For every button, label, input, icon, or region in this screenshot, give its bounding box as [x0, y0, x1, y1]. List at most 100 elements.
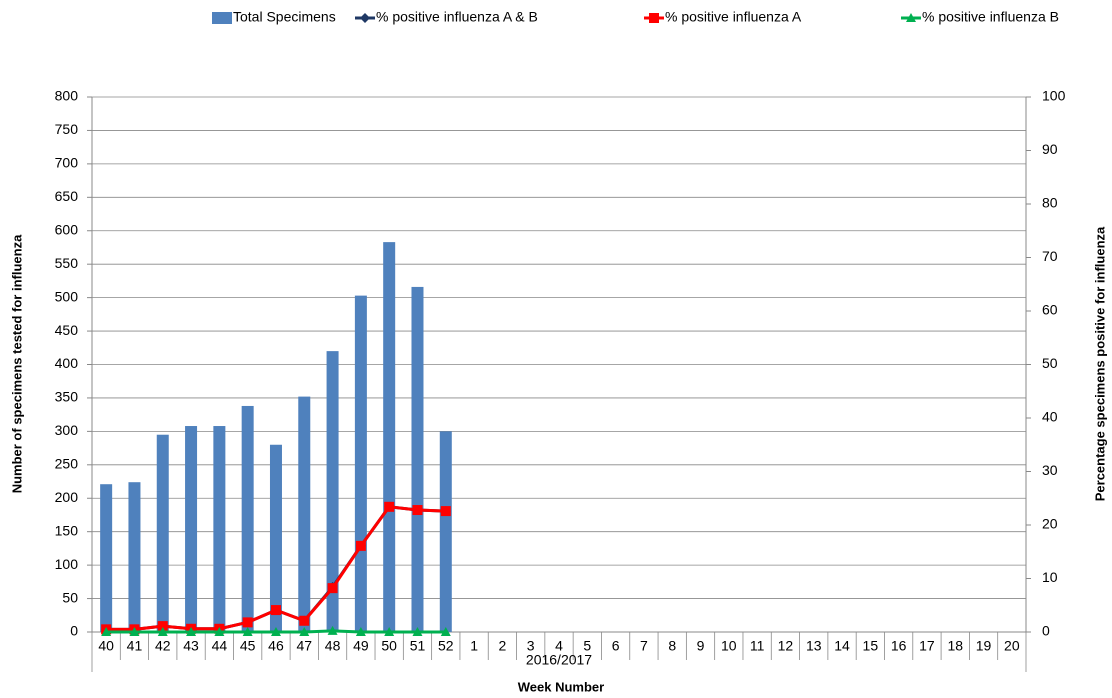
- bar: [326, 351, 339, 632]
- x-tick-label: 3: [527, 638, 535, 654]
- y2-tick-label: 10: [1042, 569, 1058, 585]
- y-tick-label: 50: [62, 589, 78, 605]
- legend-label: % positive influenza B: [922, 9, 1059, 25]
- y-tick-label: 150: [55, 522, 79, 538]
- x-tick-label: 43: [183, 638, 199, 654]
- y-tick-label: 550: [55, 255, 79, 271]
- x-tick-label: 40: [98, 638, 114, 654]
- x-tick-label: 17: [919, 638, 935, 654]
- legend-marker: [649, 13, 659, 23]
- x-tick-label: 9: [697, 638, 705, 654]
- marker: [214, 627, 225, 636]
- y-tick-label: 650: [55, 188, 79, 204]
- y-tick-label: 200: [55, 489, 79, 505]
- y-tick-label: 800: [55, 88, 79, 104]
- bar: [269, 444, 282, 632]
- marker: [270, 605, 281, 616]
- x-tick-label: 49: [353, 638, 369, 654]
- bar: [128, 482, 141, 632]
- marker: [299, 627, 310, 636]
- y2-tick-label: 60: [1042, 302, 1058, 318]
- y-tick-label: 600: [55, 221, 79, 237]
- x-tick-label: 1: [470, 638, 478, 654]
- y2-tick-label: 90: [1042, 141, 1058, 157]
- x-tick-label: 50: [381, 638, 397, 654]
- x-tick-label: 13: [806, 638, 822, 654]
- y2-tick-label: 80: [1042, 195, 1058, 211]
- category-group-label: 2016/2017: [526, 652, 592, 668]
- y-tick-label: 500: [55, 288, 79, 304]
- y-tick-label: 400: [55, 355, 79, 371]
- x-tick-label: 46: [268, 638, 284, 654]
- x-tick-label: 16: [891, 638, 907, 654]
- marker: [355, 627, 366, 636]
- x-tick-label: 45: [240, 638, 256, 654]
- x-tick-label: 52: [438, 638, 454, 654]
- bar: [241, 405, 254, 632]
- marker: [355, 540, 366, 551]
- x-tick-label: 18: [947, 638, 963, 654]
- x-tick-label: 4: [555, 638, 563, 654]
- x-tick-label: 19: [976, 638, 992, 654]
- x-tick-label: 11: [750, 638, 765, 654]
- y-tick-label: 700: [55, 155, 79, 171]
- marker: [242, 617, 253, 628]
- y2-tick-label: 0: [1042, 623, 1050, 639]
- marker: [157, 621, 168, 632]
- legend-label: % positive influenza A: [665, 9, 802, 25]
- y2-tick-label: 20: [1042, 516, 1058, 532]
- y2-tick-label: 50: [1042, 355, 1058, 371]
- x-tick-label: 12: [778, 638, 794, 654]
- marker: [299, 615, 310, 626]
- bar: [185, 426, 198, 632]
- marker: [186, 627, 197, 636]
- x-tick-label: 51: [410, 638, 426, 654]
- bar: [298, 396, 311, 632]
- y-tick-label: 100: [55, 556, 79, 572]
- legend-marker: [360, 13, 370, 23]
- x-tick-label: 6: [612, 638, 620, 654]
- legend-marker: [906, 13, 916, 22]
- x-tick-label: 5: [583, 638, 591, 654]
- x-tick-label: 7: [640, 638, 648, 654]
- x-tick-label: 48: [325, 638, 341, 654]
- x-tick-label: 10: [721, 638, 737, 654]
- y2-tick-label: 30: [1042, 462, 1058, 478]
- marker: [101, 627, 112, 636]
- x-tick-label: 42: [155, 638, 171, 654]
- bar: [439, 431, 452, 632]
- marker: [157, 627, 168, 636]
- marker: [242, 627, 253, 636]
- x-axis-title: Week Number: [518, 679, 604, 694]
- bar: [156, 434, 169, 632]
- y-tick-label: 0: [70, 623, 78, 639]
- marker: [270, 627, 281, 636]
- y-tick-label: 350: [55, 389, 79, 405]
- legend-label: % positive influenza A & B: [376, 9, 538, 25]
- y-tick-label: 250: [55, 456, 79, 472]
- x-tick-label: 8: [668, 638, 676, 654]
- y-tick-label: 750: [55, 121, 79, 137]
- legend-label: Total Specimens: [233, 9, 336, 25]
- marker: [440, 627, 451, 636]
- x-tick-label: 20: [1004, 638, 1020, 654]
- marker: [129, 627, 140, 636]
- bar: [383, 242, 396, 632]
- marker: [412, 505, 423, 516]
- x-tick-label: 2: [498, 638, 506, 654]
- legend-swatch: [212, 12, 232, 24]
- y-axis-title: Number of specimens tested for influenza: [9, 234, 24, 493]
- y2-tick-label: 70: [1042, 248, 1058, 264]
- marker: [440, 506, 451, 517]
- y2-tick-label: 100: [1042, 88, 1066, 104]
- x-tick-label: 15: [863, 638, 879, 654]
- marker: [327, 625, 338, 635]
- bar: [411, 286, 424, 632]
- x-tick-label: 47: [296, 638, 312, 654]
- y2-tick-label: 40: [1042, 409, 1058, 425]
- marker: [384, 501, 395, 512]
- marker: [327, 583, 338, 594]
- marker: [412, 627, 423, 636]
- y-tick-label: 450: [55, 322, 79, 338]
